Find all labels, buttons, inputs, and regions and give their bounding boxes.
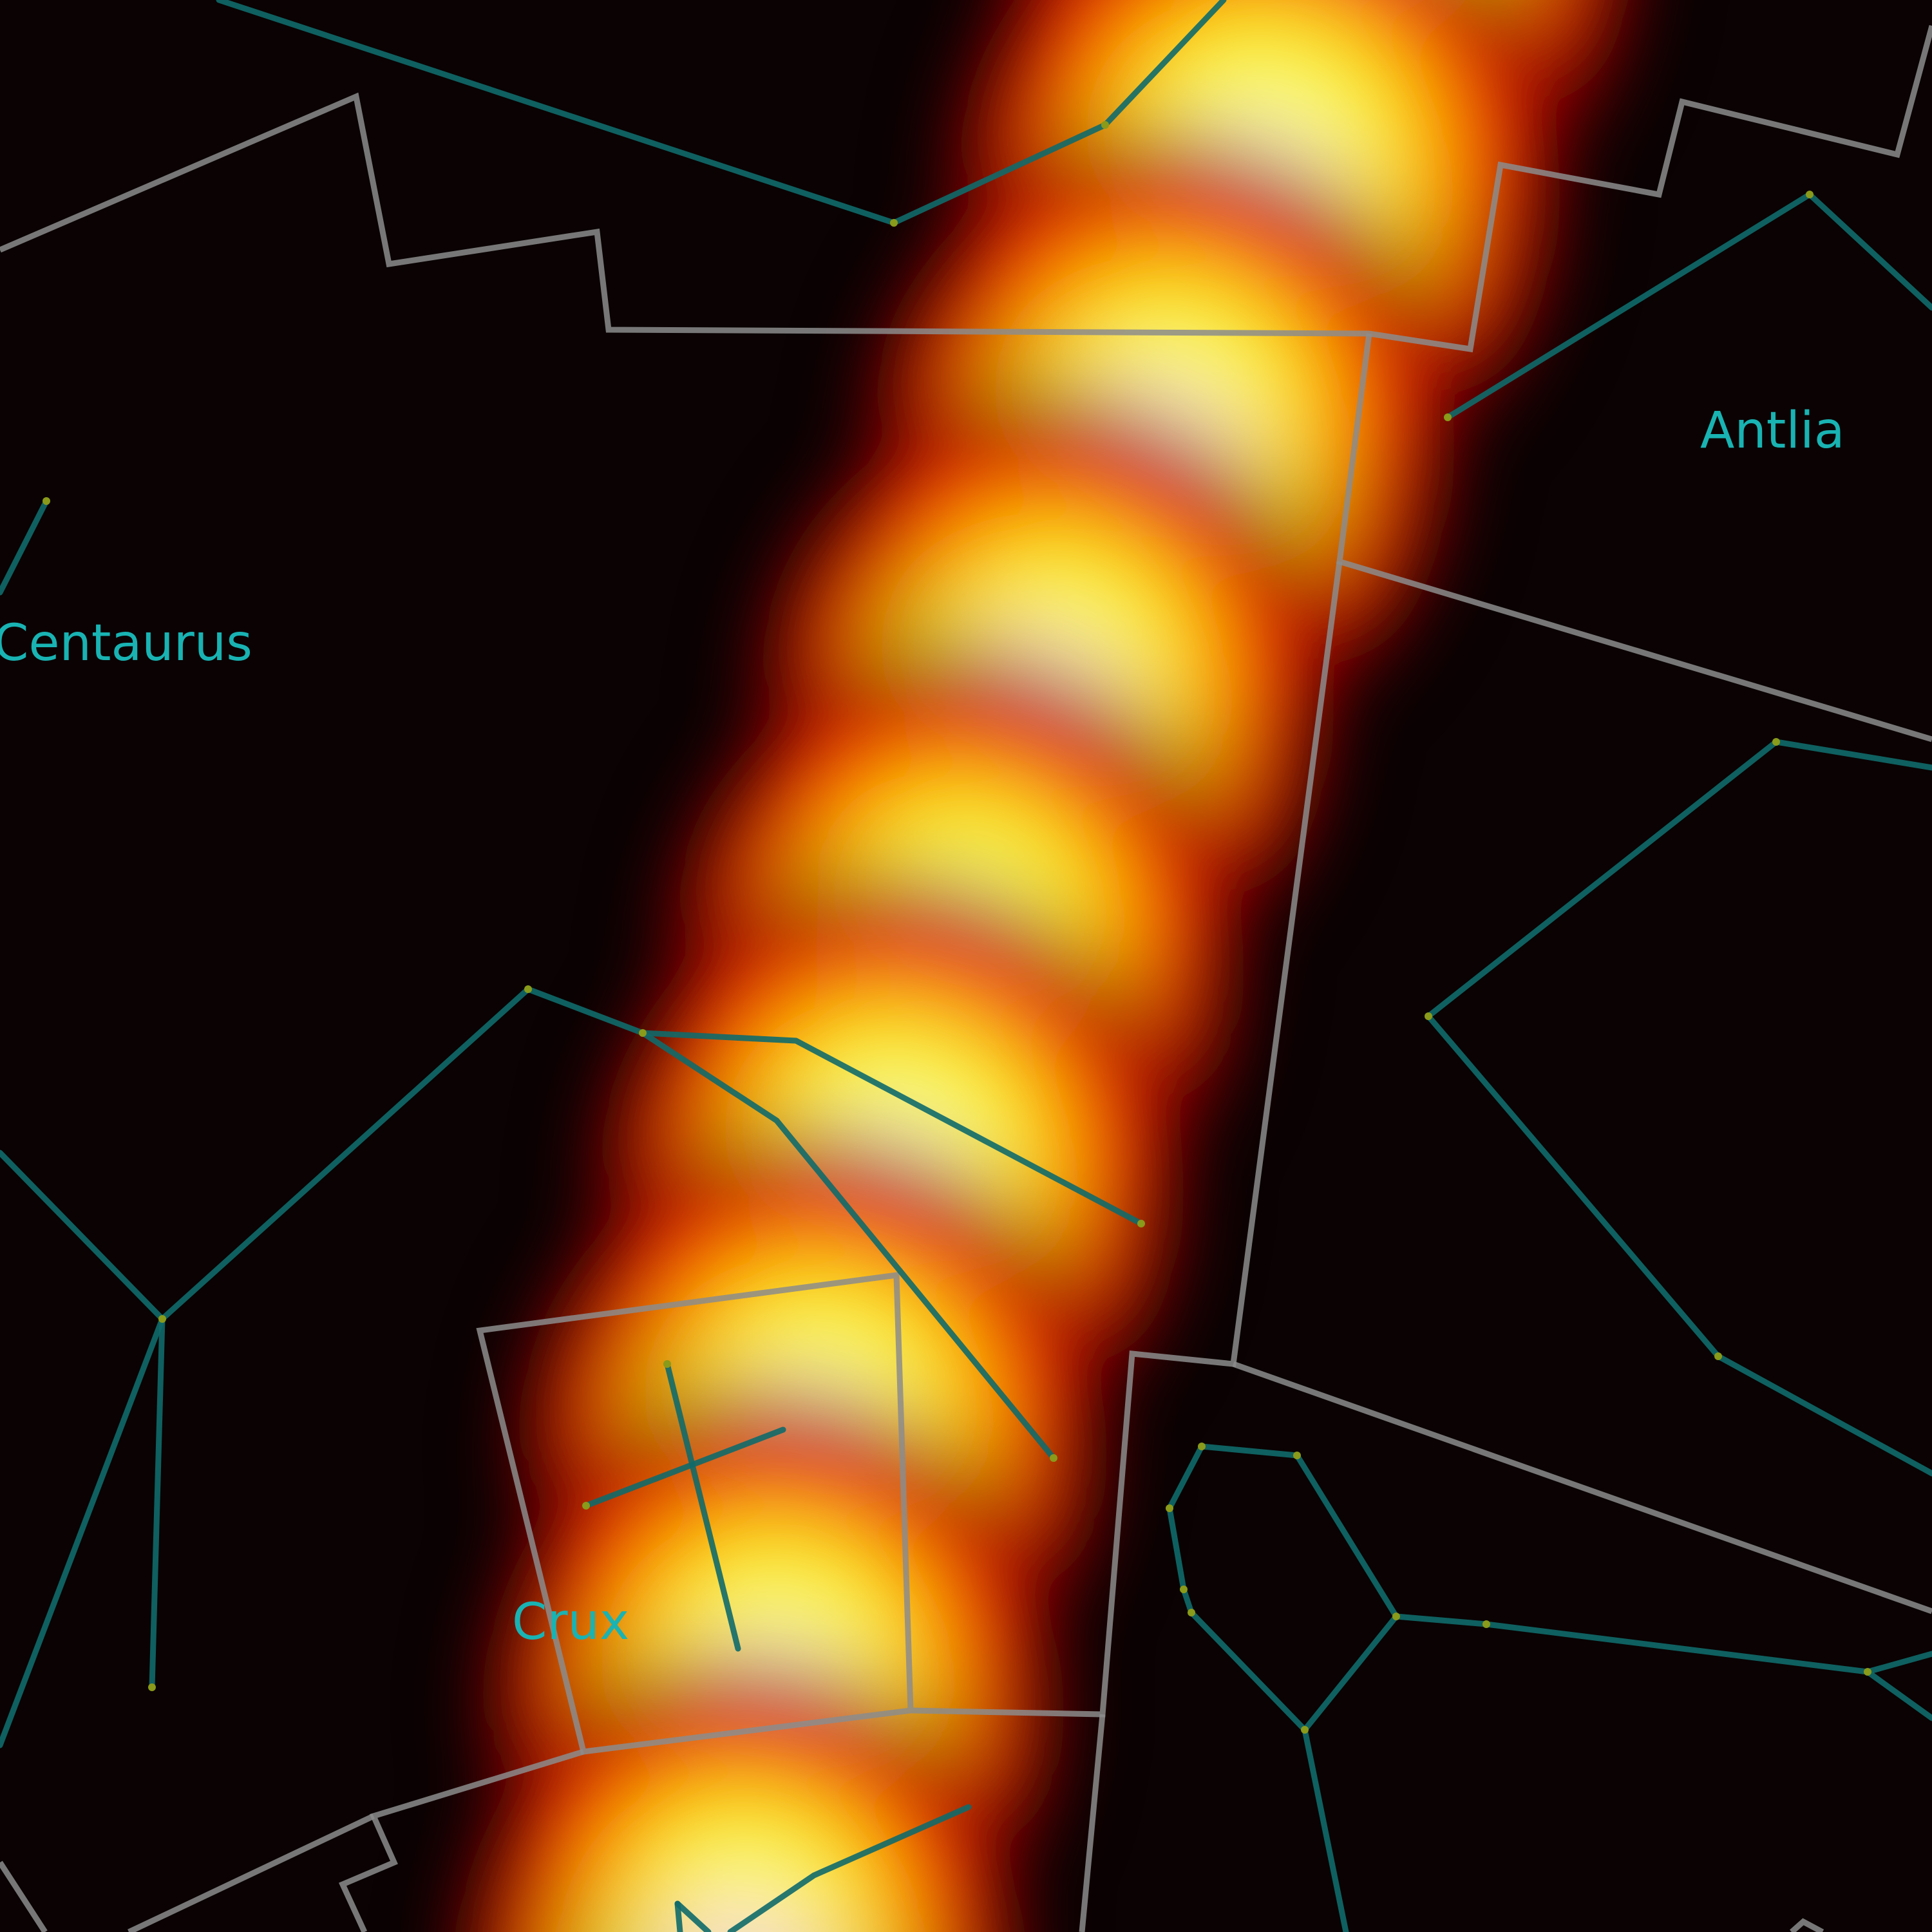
star-dot [1772,738,1780,746]
constellation-line [0,1316,166,1748]
boundary-line [1232,1361,1932,1615]
constellation-line [727,1804,972,1932]
star-dot [1482,1620,1490,1628]
constellation-line [1166,1443,1399,1733]
star-dot [1293,1452,1301,1459]
constellation-line [0,498,50,596]
star-dot [1806,191,1814,198]
boundary-line [0,24,1932,353]
star-dot [1864,1668,1871,1676]
constellation-line [664,1361,741,1652]
constellation-label-centaurus: Centaurus [0,614,252,672]
star-dot [524,985,532,993]
star-dot [1392,1613,1400,1620]
star-dot [1180,1586,1188,1593]
constellation-line [674,1900,683,1932]
star-dot [1198,1443,1206,1450]
constellation-line [1393,1613,1932,1675]
boundary-line [0,1861,48,1932]
constellation-line [149,1316,166,1690]
star-dot [663,1360,671,1368]
constellation-label-antlia: Antlia [1700,402,1845,460]
star-dot [1714,1352,1722,1360]
constellation-line [583,1426,786,1509]
star-dot [1101,121,1109,129]
constellation-line [1302,1727,1349,1932]
constellation-label-crux: Crux [512,1593,629,1651]
star-dot [639,1029,647,1037]
star-dot [890,219,898,227]
star-dot [43,497,50,505]
star-dot [148,1683,156,1691]
star-dot [582,1502,590,1510]
star-dot [1301,1726,1309,1734]
constellation-line [1864,1669,1932,1721]
star-dot [1188,1609,1195,1616]
boundary-line [476,561,1343,1755]
constellation-boundaries [0,24,1932,1932]
constellation-line [0,986,1144,1322]
constellation-line [216,0,1227,226]
star-dot [1425,1012,1432,1020]
boundary-line [338,1748,585,1932]
star-dot [1137,1220,1145,1227]
star-markers [43,121,1871,1734]
heat-blob [446,1655,1036,1932]
boundary-line [128,1813,375,1932]
star-dot [1050,1454,1057,1462]
star-dot [1444,413,1452,421]
constellation-line [674,1900,712,1932]
boundary-line [1790,1918,1824,1932]
boundary-line [1079,1714,1106,1932]
constellation-line [639,1030,1057,1461]
star-dot [158,1315,166,1323]
star-dot [1166,1504,1173,1512]
